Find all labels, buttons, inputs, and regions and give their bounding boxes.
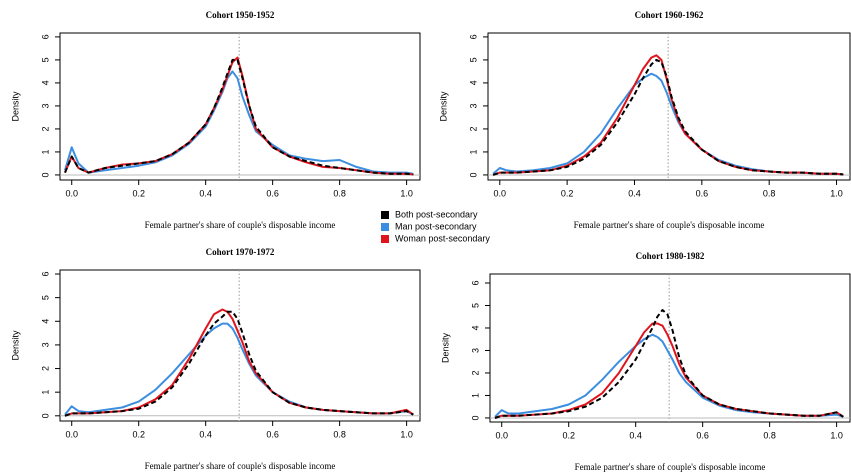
y-tick-label: 6 <box>40 272 50 277</box>
x-tick-label: 1.0 <box>830 430 843 440</box>
x-axis-label: Female partner's share of couple's dispo… <box>145 461 336 471</box>
y-axis-label: Density <box>10 91 20 122</box>
legend-swatch <box>381 211 389 219</box>
x-tick-label: 0.6 <box>266 188 279 198</box>
y-tick-label: 1 <box>470 393 480 398</box>
density-line <box>64 70 414 175</box>
x-tick-label: 1.0 <box>830 188 843 198</box>
y-tick-label: 1 <box>40 149 50 154</box>
x-axis-label: Female partner's share of couple's dispo… <box>575 462 766 472</box>
y-tick-label: 1 <box>40 390 50 395</box>
x-tick-label: 1.0 <box>400 429 413 439</box>
y-tick-label: 3 <box>468 103 478 108</box>
legend-label: Man post-secondary <box>395 221 477 231</box>
x-tick-label: 0.0 <box>495 430 508 440</box>
y-tick-label: 4 <box>40 80 50 85</box>
x-tick-label: 0.2 <box>132 188 145 198</box>
y-tick-label: 0 <box>40 413 50 418</box>
density-line <box>64 310 414 417</box>
x-tick-label: 0.2 <box>132 429 145 439</box>
x-tick-label: 0.6 <box>696 188 709 198</box>
y-tick-label: 3 <box>40 103 50 108</box>
y-tick-label: 2 <box>40 366 50 371</box>
x-tick-label: 0.4 <box>199 188 212 198</box>
y-tick-label: 5 <box>40 57 50 62</box>
x-tick-label: 0.2 <box>561 188 574 198</box>
y-tick-label: 6 <box>470 280 480 285</box>
plot-frame <box>489 273 851 423</box>
y-axis-label: Density <box>10 330 20 361</box>
y-tick-label: 5 <box>470 303 480 308</box>
x-tick-label: 0.0 <box>65 188 78 198</box>
y-tick-label: 1 <box>468 149 478 154</box>
y-axis-label: Density <box>440 332 450 363</box>
plot-frame <box>487 32 851 181</box>
y-tick-label: 2 <box>470 370 480 375</box>
y-tick-label: 5 <box>468 57 478 62</box>
density-line <box>492 58 844 176</box>
x-tick-label: 1.0 <box>400 188 413 198</box>
y-tick-label: 0 <box>40 172 50 177</box>
x-tick-label: 0.4 <box>628 188 641 198</box>
density-line <box>64 58 414 176</box>
y-tick-label: 3 <box>40 342 50 347</box>
y-tick-label: 4 <box>470 325 480 330</box>
chart-title: Cohort 1970-1972 <box>206 247 275 257</box>
y-tick-label: 4 <box>40 319 50 324</box>
y-tick-label: 0 <box>470 415 480 420</box>
x-tick-label: 0.8 <box>333 429 346 439</box>
x-tick-label: 0.0 <box>65 429 78 439</box>
legend-swatch <box>381 235 389 243</box>
x-axis-label: Female partner's share of couple's dispo… <box>574 220 765 230</box>
x-tick-label: 0.4 <box>199 429 212 439</box>
density-line <box>494 309 844 419</box>
x-tick-label: 0.8 <box>333 188 346 198</box>
y-tick-label: 5 <box>40 295 50 300</box>
legend-label: Both post-secondary <box>395 209 478 219</box>
legend-label: Woman post-secondary <box>395 233 490 243</box>
legend-swatch <box>381 223 389 231</box>
chart-title: Cohort 1980-1982 <box>636 251 705 261</box>
x-tick-label: 0.8 <box>763 188 776 198</box>
y-tick-label: 3 <box>470 348 480 353</box>
chart-title: Cohort 1960-1962 <box>635 10 704 20</box>
y-tick-label: 6 <box>40 34 50 39</box>
chart-title: Cohort 1950-1952 <box>206 10 275 20</box>
y-tick-label: 2 <box>40 126 50 131</box>
x-axis-label: Female partner's share of couple's dispo… <box>145 220 336 230</box>
y-tick-label: 6 <box>468 34 478 39</box>
y-tick-label: 4 <box>468 80 478 85</box>
plot-frame <box>59 32 421 181</box>
x-tick-label: 0.8 <box>763 430 776 440</box>
y-tick-label: 2 <box>468 126 478 131</box>
plot-frame <box>59 269 421 422</box>
y-axis-label: Density <box>438 91 448 122</box>
x-tick-label: 0.4 <box>629 430 642 440</box>
x-tick-label: 0.0 <box>494 188 507 198</box>
y-tick-label: 0 <box>468 172 478 177</box>
x-tick-label: 0.6 <box>266 429 279 439</box>
x-tick-label: 0.6 <box>696 430 709 440</box>
x-tick-label: 0.2 <box>562 430 575 440</box>
